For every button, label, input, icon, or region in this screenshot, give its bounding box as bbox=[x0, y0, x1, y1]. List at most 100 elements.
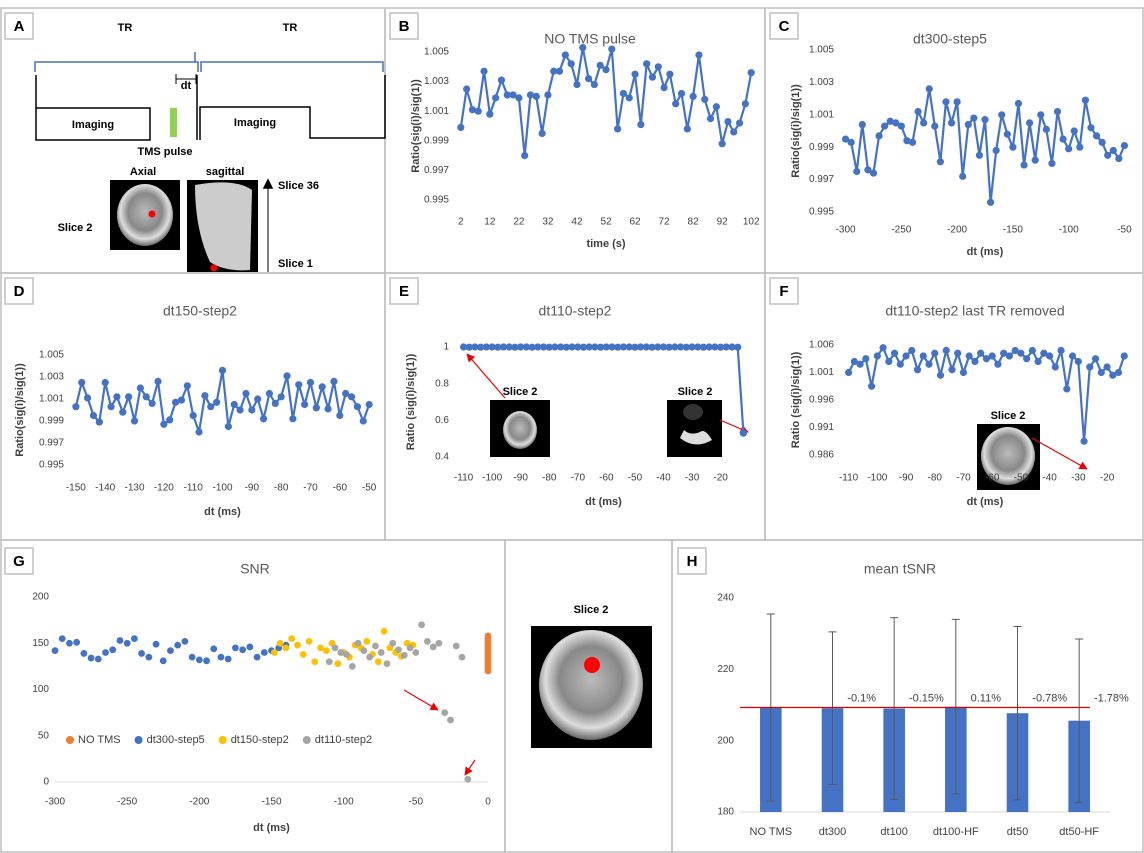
y-tick-label: 1.006 bbox=[809, 340, 834, 351]
data-point bbox=[260, 415, 267, 422]
data-point bbox=[166, 416, 173, 423]
data-point bbox=[515, 94, 522, 101]
data-point bbox=[707, 115, 714, 122]
data-point bbox=[1110, 147, 1117, 154]
tr-label: TR bbox=[283, 22, 298, 34]
data-point bbox=[881, 123, 888, 130]
data-point bbox=[920, 352, 927, 359]
data-point bbox=[926, 85, 933, 92]
data-point bbox=[232, 644, 239, 651]
y-axis-title: Ratio(sig(i)/sig(1)) bbox=[410, 79, 422, 173]
x-tick-label: -70 bbox=[571, 473, 586, 484]
data-point bbox=[283, 644, 290, 651]
x-tick-label: -120 bbox=[154, 483, 174, 494]
y-tick-label: 0.8 bbox=[435, 378, 449, 389]
y-tick-label: 0.996 bbox=[809, 395, 834, 406]
data-point bbox=[631, 71, 638, 78]
panel-label: D bbox=[14, 283, 25, 300]
data-point bbox=[1004, 131, 1011, 138]
panel-label: B bbox=[399, 18, 410, 35]
data-point bbox=[695, 51, 702, 58]
chart-title: dt110-step2 last TR removed bbox=[885, 303, 1064, 319]
data-point bbox=[862, 355, 869, 362]
data-point bbox=[859, 121, 866, 128]
figure: A TR TR dt Imaging Imaging TMS pulse Axi… bbox=[0, 0, 1144, 853]
data-point bbox=[360, 647, 367, 654]
bar-note: -0.78% bbox=[1032, 692, 1067, 704]
data-point bbox=[266, 390, 273, 397]
data-point bbox=[701, 96, 708, 103]
data-point bbox=[902, 352, 909, 359]
x-tick-label: -300 bbox=[45, 797, 65, 808]
data-point bbox=[381, 628, 388, 635]
y-tick-label: 0.999 bbox=[424, 135, 449, 146]
annotation: Slice 2 bbox=[678, 386, 713, 398]
panel-label: C bbox=[779, 18, 790, 35]
data-point bbox=[323, 647, 330, 654]
x-tick-label: -250 bbox=[117, 797, 137, 808]
data-point bbox=[332, 644, 339, 651]
bar-note: -0.1% bbox=[847, 692, 876, 704]
data-point bbox=[453, 643, 460, 650]
data-point bbox=[1043, 126, 1050, 133]
data-point bbox=[307, 379, 314, 386]
data-point bbox=[920, 119, 927, 126]
data-point bbox=[608, 45, 615, 52]
data-point bbox=[78, 379, 85, 386]
data-point bbox=[1098, 369, 1105, 376]
data-point bbox=[655, 63, 662, 70]
data-point bbox=[167, 647, 174, 654]
x-tick-label: -110 bbox=[839, 473, 859, 484]
y-tick-label: 1.003 bbox=[809, 77, 834, 88]
data-point bbox=[366, 401, 373, 408]
data-point bbox=[137, 384, 144, 391]
legend-marker bbox=[303, 736, 311, 744]
y-tick-label: 180 bbox=[717, 807, 734, 818]
data-point bbox=[1035, 358, 1042, 365]
data-point bbox=[306, 638, 313, 645]
x-axis-title: time (s) bbox=[586, 238, 625, 250]
y-tick-label: 0.997 bbox=[809, 174, 834, 185]
y-tick-label: 1.001 bbox=[39, 394, 64, 405]
data-point bbox=[113, 393, 120, 400]
data-point bbox=[201, 392, 208, 399]
data-point bbox=[463, 85, 470, 92]
data-point bbox=[384, 660, 391, 667]
data-line bbox=[76, 370, 369, 432]
y-tick-label: 1.001 bbox=[809, 367, 834, 378]
data-point bbox=[954, 98, 961, 105]
data-point bbox=[734, 344, 741, 351]
data-point bbox=[736, 119, 743, 126]
chart-title: SNR bbox=[240, 561, 270, 577]
data-point bbox=[1104, 152, 1111, 159]
data-point bbox=[225, 656, 232, 663]
data-point bbox=[231, 401, 238, 408]
data-point bbox=[1006, 352, 1013, 359]
data-point bbox=[573, 81, 580, 88]
data-point bbox=[239, 646, 246, 653]
data-point bbox=[998, 111, 1005, 118]
y-tick-label: 100 bbox=[32, 684, 49, 695]
data-point bbox=[447, 717, 454, 724]
data-point bbox=[254, 395, 261, 402]
data-point bbox=[337, 649, 344, 656]
data-point bbox=[966, 352, 973, 359]
y-axis-title: Ratio (sig(i)/sig(1)) bbox=[790, 351, 802, 448]
data-point bbox=[242, 390, 249, 397]
data-point bbox=[914, 108, 921, 115]
data-point bbox=[378, 649, 385, 656]
data-point bbox=[1054, 108, 1061, 115]
data-point bbox=[319, 383, 326, 390]
data-point bbox=[1076, 144, 1083, 151]
data-point bbox=[424, 638, 431, 645]
data-point bbox=[965, 121, 972, 128]
data-point bbox=[131, 635, 138, 642]
x-tick-label: -100 bbox=[1059, 225, 1079, 236]
y-tick-label: 150 bbox=[32, 638, 49, 649]
x-axis-title: dt (ms) bbox=[967, 496, 1004, 508]
data-point bbox=[649, 74, 656, 81]
data-line bbox=[461, 48, 751, 156]
data-point bbox=[246, 644, 253, 651]
data-point bbox=[1121, 352, 1128, 359]
data-point bbox=[412, 649, 419, 656]
